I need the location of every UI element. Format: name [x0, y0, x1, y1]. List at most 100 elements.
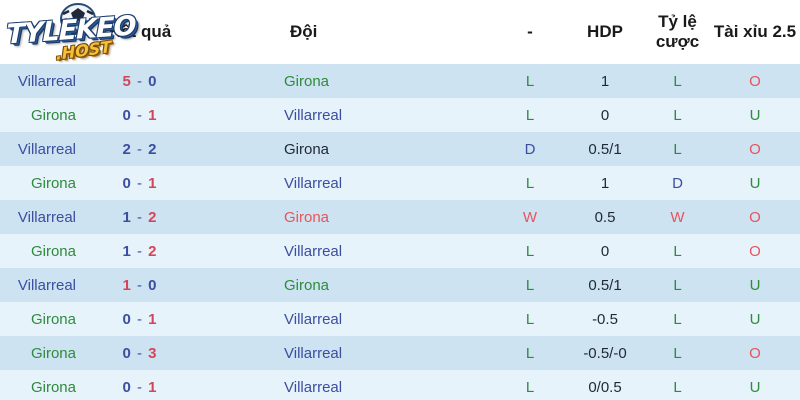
cell-score: 5 - 0 [90, 64, 190, 98]
cell-hdp: 1 [600, 174, 610, 192]
away-score: 0 [148, 276, 158, 294]
cell-away-team: Villarreal [284, 242, 343, 260]
home-score: 1 [122, 208, 132, 226]
table-row[interactable]: Girona 1 - 2 Villarreal L 0 L O [0, 234, 800, 268]
cell-away-team: Villarreal [284, 174, 343, 192]
cell-home-team: Girona [30, 344, 76, 362]
header-blank [190, 0, 270, 64]
table-row[interactable]: Girona 0 - 1 Villarreal L 1 D U [0, 166, 800, 200]
table-row[interactable]: Girona 0 - 1 Villarreal L 0 L U [0, 98, 800, 132]
header-dash: - [495, 0, 565, 64]
cell-away-team: Villarreal [284, 344, 343, 362]
cell-score: 1 - 2 [90, 200, 190, 234]
home-score: 5 [122, 72, 132, 90]
cell-home-team: Villarreal [17, 208, 76, 226]
cell-spacer [190, 166, 270, 200]
score-separator: - [131, 174, 149, 192]
cell-away-team: Villarreal [284, 378, 343, 396]
site-logo[interactable]: TYLEKEO .HOST [6, 2, 136, 64]
score-separator: - [131, 140, 149, 158]
cell-hdp: -0.5 [592, 310, 618, 328]
away-score: 2 [148, 242, 158, 260]
cell-home-team: Girona [30, 310, 76, 328]
cell-over-under-letter: O [749, 140, 761, 158]
cell-home-team: Girona [30, 174, 76, 192]
score-separator: - [131, 208, 149, 226]
table-row[interactable]: Villarreal 5 - 0 Girona L 1 L O [0, 64, 800, 98]
cell-away-team: Villarreal [284, 106, 343, 124]
cell-result-letter: L [525, 344, 535, 362]
header-odds: Tỷ lệ cược [645, 0, 710, 64]
table-body: Villarreal 5 - 0 Girona L 1 L O Girona 0 - 1 Vill… [0, 64, 800, 400]
cell-score: 0 - 1 [90, 370, 190, 400]
home-score: 0 [122, 344, 132, 362]
score-separator: - [131, 106, 149, 124]
cell-over-under-letter: O [749, 208, 761, 226]
cell-over-under-letter: U [749, 276, 761, 294]
header-over-under: Tài xỉu 2.5 [710, 0, 800, 64]
cell-over-under-letter: U [749, 106, 761, 124]
cell-hdp: 0/0.5 [588, 378, 622, 396]
score-separator: - [131, 310, 149, 328]
cell-spacer [190, 234, 270, 268]
header-row: Kết quả Đội - HDP Tỷ lệ cược Tài xỉu 2.5 [0, 0, 800, 64]
header-result: Kết quả [90, 0, 190, 64]
home-score: 2 [122, 140, 132, 158]
cell-score: 0 - 1 [90, 302, 190, 336]
cell-away-team: Girona [284, 140, 330, 158]
cell-hdp: 0.5 [594, 208, 616, 226]
table-row[interactable]: Girona 0 - 3 Villarreal L -0.5/-0 L O [0, 336, 800, 370]
cell-away-team: Girona [284, 276, 330, 294]
cell-odds-letter: L [673, 242, 682, 260]
cell-hdp: 1 [600, 72, 610, 90]
home-score: 0 [122, 378, 132, 396]
cell-score: 1 - 0 [90, 268, 190, 302]
cell-result-letter: L [525, 276, 535, 294]
cell-hdp: -0.5/-0 [583, 344, 627, 362]
table-header: Kết quả Đội - HDP Tỷ lệ cược Tài xỉu 2.5 [0, 0, 800, 64]
cell-score: 2 - 2 [90, 132, 190, 166]
cell-over-under-letter: O [749, 72, 761, 90]
cell-home-team: Villarreal [17, 72, 76, 90]
cell-home-team: Girona [30, 378, 76, 396]
score-separator: - [131, 378, 149, 396]
cell-over-under-letter: U [749, 378, 761, 396]
away-score: 3 [148, 344, 158, 362]
away-score: 1 [148, 378, 158, 396]
table-row[interactable]: Villarreal 1 - 0 Girona L 0.5/1 L U [0, 268, 800, 302]
cell-odds-letter: L [673, 378, 682, 396]
home-score: 1 [122, 276, 132, 294]
cell-odds-letter: L [673, 276, 682, 294]
cell-score: 0 - 1 [90, 98, 190, 132]
away-score: 1 [148, 174, 158, 192]
cell-result-letter: D [524, 140, 536, 158]
score-separator: - [131, 242, 149, 260]
table-row[interactable]: Villarreal 2 - 2 Girona D 0.5/1 L O [0, 132, 800, 166]
cell-result-letter: L [525, 310, 535, 328]
cell-score: 0 - 1 [90, 166, 190, 200]
score-separator: - [131, 72, 149, 90]
cell-result-letter: L [525, 174, 535, 192]
cell-result-letter: L [525, 242, 535, 260]
cell-result-letter: W [522, 208, 538, 226]
cell-home-team: Villarreal [17, 276, 76, 294]
table-row[interactable]: Villarreal 1 - 2 Girona W 0.5 W O [0, 200, 800, 234]
cell-away-team: Girona [284, 72, 330, 90]
cell-home-team: Girona [30, 242, 76, 260]
cell-odds-letter: L [673, 72, 682, 90]
cell-score: 0 - 3 [90, 336, 190, 370]
away-score: 0 [148, 72, 158, 90]
table-row[interactable]: Girona 0 - 1 Villarreal L 0/0.5 L U [0, 370, 800, 400]
cell-odds-letter: W [670, 208, 685, 226]
away-score: 2 [148, 140, 158, 158]
cell-spacer [190, 98, 270, 132]
cell-spacer [190, 302, 270, 336]
score-separator: - [131, 344, 149, 362]
cell-over-under-letter: O [749, 344, 761, 362]
cell-over-under-letter: U [749, 174, 761, 192]
table-row[interactable]: Girona 0 - 1 Villarreal L -0.5 L U [0, 302, 800, 336]
home-score: 0 [122, 106, 132, 124]
cell-hdp: 0.5/1 [588, 276, 622, 294]
